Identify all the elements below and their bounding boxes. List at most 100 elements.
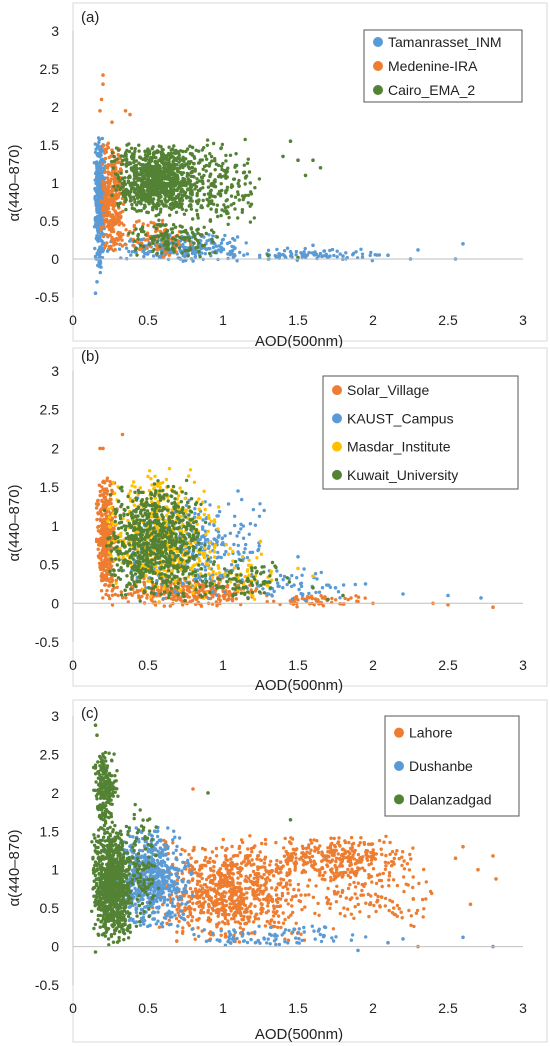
data-point: [113, 209, 118, 213]
data-point: [171, 236, 175, 241]
data-point: [95, 169, 99, 173]
data-point: [195, 228, 199, 232]
data-point: [196, 231, 200, 235]
data-point: [175, 194, 179, 199]
data-point: [170, 489, 174, 493]
y-tick-label: 1: [51, 175, 59, 191]
data-point: [111, 166, 116, 170]
data-point: [133, 181, 138, 185]
data-point: [158, 166, 162, 170]
data-point: [158, 498, 163, 502]
data-point: [162, 604, 166, 608]
data-point: [215, 235, 219, 239]
data-point: [318, 251, 323, 256]
data-point: [307, 250, 311, 255]
data-point: [155, 252, 159, 256]
data-point: [184, 157, 188, 161]
data-point: [131, 499, 135, 504]
data-point: [228, 153, 233, 157]
data-point: [176, 505, 181, 509]
data-point: [114, 581, 118, 585]
data-point: [321, 604, 326, 608]
data-point: [174, 598, 178, 602]
data-point: [117, 219, 121, 224]
data-point: [121, 596, 125, 600]
data-point: [125, 160, 129, 164]
data-point: [138, 560, 142, 564]
data-point: [104, 150, 109, 154]
data-point: [165, 584, 169, 588]
data-point: [242, 550, 246, 555]
data-point: [183, 553, 187, 557]
data-point: [216, 550, 220, 555]
data-point: [144, 542, 148, 546]
data-point: [300, 573, 304, 577]
data-point: [171, 189, 175, 194]
data-point: [127, 249, 131, 254]
data-point: [117, 568, 121, 572]
data-point: [93, 217, 97, 221]
data-point: [175, 546, 180, 551]
data-point: [136, 527, 140, 531]
data-point: [108, 596, 112, 601]
data-point: [176, 169, 180, 174]
data-point: [108, 583, 112, 587]
data-point: [208, 161, 212, 166]
data-point: [210, 228, 214, 232]
data-point: [208, 503, 212, 507]
data-point: [164, 230, 168, 234]
data-point: [151, 527, 155, 531]
data-point: [203, 564, 207, 569]
data-point: [203, 252, 207, 256]
data-point: [224, 153, 228, 158]
data-point: [220, 542, 224, 547]
data-point: [165, 574, 170, 578]
data-point: [106, 502, 111, 507]
data-point: [194, 583, 198, 587]
data-point: [99, 219, 103, 224]
data-point: [203, 246, 208, 251]
data-point: [111, 248, 116, 253]
data-point: [127, 543, 132, 547]
data-point: [162, 168, 166, 173]
data-point: [117, 558, 121, 562]
data-point: [98, 565, 102, 570]
data-point: [205, 138, 210, 142]
data-point: [233, 207, 237, 211]
data-point: [171, 512, 175, 516]
data-point: [136, 172, 140, 177]
data-point: [150, 577, 154, 581]
data-point: [346, 597, 350, 602]
data-point: [157, 537, 161, 541]
data-point: [161, 597, 165, 601]
data-point: [219, 248, 223, 252]
data-point: [270, 594, 274, 598]
data-point: [248, 522, 253, 526]
data-point: [342, 602, 346, 606]
data-point: [317, 590, 322, 594]
data-point: [165, 166, 170, 170]
data-point: [118, 546, 122, 551]
data-point: [232, 542, 236, 547]
data-point: [112, 568, 116, 573]
data-point: [146, 223, 150, 227]
data-point: [139, 535, 143, 539]
data-point: [99, 511, 103, 516]
data-point: [225, 598, 229, 602]
data-point: [159, 592, 163, 596]
data-point: [157, 589, 161, 594]
data-point: [145, 497, 149, 501]
data-point: [199, 239, 203, 243]
data-point: [198, 516, 202, 520]
data-point: [138, 178, 142, 182]
data-point: [241, 524, 245, 528]
data-point: [161, 488, 165, 493]
data-point: [244, 175, 248, 179]
data-point: [197, 541, 201, 545]
data-point: [177, 156, 181, 160]
legend-label: Cairo_EMA_2: [388, 82, 475, 98]
data-point: [176, 202, 180, 207]
x-tick-label: 2.5: [438, 312, 458, 328]
data-point: [189, 527, 193, 532]
data-point: [128, 534, 132, 539]
